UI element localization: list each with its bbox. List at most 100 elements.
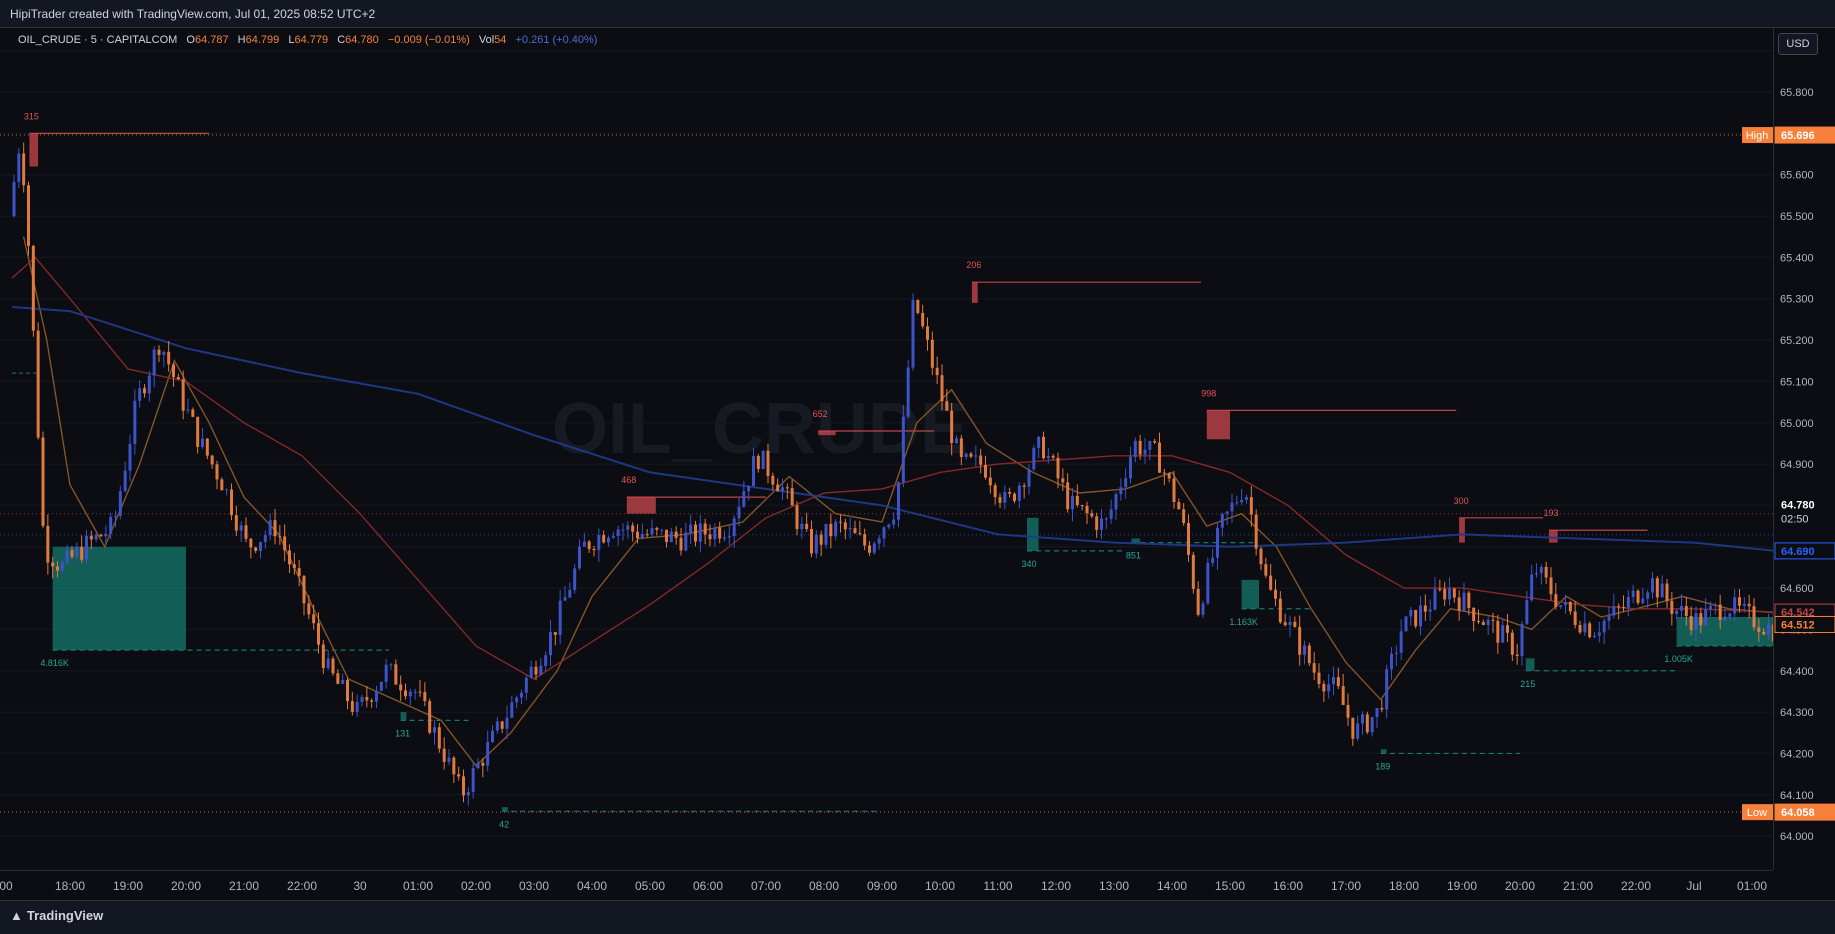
candle-body	[1303, 645, 1306, 655]
candle-body	[1037, 436, 1041, 448]
brand-name: TradingView	[26, 908, 104, 923]
price-axis[interactable]: 65.90065.80065.70065.60065.50065.40065.3…	[1773, 28, 1835, 870]
candle-body	[650, 527, 654, 535]
currency-button[interactable]: USD	[1778, 33, 1818, 55]
demand-zone-box	[1131, 538, 1141, 543]
supply-zone-box	[1206, 410, 1230, 440]
candle-body	[684, 532, 688, 551]
candle-body	[1278, 598, 1282, 623]
candle-body	[157, 349, 161, 355]
supply-zone-box	[1459, 517, 1465, 543]
candle-body	[65, 550, 69, 563]
candle-body	[1385, 669, 1389, 710]
candle-body	[176, 377, 180, 380]
candle-body	[853, 528, 857, 534]
legend-high: H64.799	[237, 34, 280, 46]
high-badge-text: 65.696	[1781, 130, 1815, 142]
candle-body	[457, 774, 461, 777]
candle-body	[89, 535, 93, 540]
zone-labels: 315 468 652 206 998 300 193 4.816K 131 42 340 851 1.…	[24, 111, 1693, 829]
candle-body	[544, 655, 548, 666]
candle-body	[602, 534, 606, 543]
demand-zone-label: 131	[395, 728, 410, 738]
demand-zone-label: 189	[1375, 761, 1390, 771]
candle-body	[491, 730, 494, 742]
candle-body	[408, 691, 412, 697]
candle-body	[1622, 607, 1625, 609]
candle-body	[1694, 613, 1698, 631]
demand-zone-label: 42	[499, 819, 509, 829]
candle-body	[399, 684, 403, 691]
candle-body	[568, 590, 572, 598]
price-tick-label: 65.800	[1780, 87, 1814, 99]
candle-body	[790, 488, 794, 506]
candle-body	[582, 541, 586, 547]
price-chart[interactable]: OIL_CRUDE 315 468 652 206 998 300 193 4.816K 131…	[0, 28, 1776, 870]
price-tick-label: 64.400	[1780, 666, 1814, 678]
high-tag	[1742, 127, 1773, 144]
candle-body	[56, 566, 59, 571]
candle-body	[1365, 714, 1369, 733]
candle-body	[321, 644, 325, 669]
candle-body	[31, 245, 35, 331]
symbol-legend: OIL_CRUDE · 5 · CAPITALCOM O64.787 H64.7…	[18, 34, 603, 46]
candle-body	[1230, 502, 1234, 512]
candle-body	[558, 600, 562, 635]
candle-body	[1356, 723, 1360, 739]
candle-body	[732, 518, 736, 537]
candle-body	[621, 529, 625, 531]
candle-body	[244, 525, 248, 539]
candle-body	[1752, 606, 1756, 628]
candle-body	[1341, 686, 1345, 705]
candles	[12, 142, 1775, 806]
candle-body	[1593, 635, 1596, 638]
demand-zone-label: 215	[1520, 679, 1535, 689]
supply-zone-label: 998	[1201, 388, 1216, 398]
candle-body	[814, 534, 818, 554]
candle-body	[1017, 485, 1021, 501]
candle-body	[834, 521, 838, 537]
candle-body	[1206, 562, 1210, 604]
tradingview-logo[interactable]: ▲ TradingView	[10, 908, 103, 923]
candle-body	[800, 523, 804, 530]
candle-body	[674, 531, 678, 538]
candle-body	[273, 520, 277, 537]
candle-body	[476, 762, 480, 769]
candle-body	[930, 339, 934, 368]
candle-body	[1539, 566, 1543, 574]
candle-body	[785, 487, 789, 489]
candle-body	[99, 534, 103, 537]
low-tag	[1742, 804, 1773, 821]
candle-body	[1071, 495, 1074, 510]
candle-body	[355, 701, 359, 712]
low-badge	[1774, 803, 1835, 821]
chart-area[interactable]: OIL_CRUDE 315 468 652 206 998 300 193 4.816K 131…	[0, 28, 1776, 870]
time-axis[interactable]: 18:00 19:00 20:00 21:00 22:00 30 01:00 02:00 03:…	[0, 870, 1773, 901]
candle-body	[292, 564, 296, 569]
candle-body	[1211, 557, 1215, 563]
candle-body	[1486, 619, 1490, 626]
candle-body	[1506, 625, 1509, 633]
candle-body	[892, 519, 896, 525]
candle-body	[1530, 574, 1534, 601]
candle-body	[22, 153, 26, 186]
candle-body	[1264, 564, 1268, 576]
candle-body	[1235, 502, 1239, 504]
candle-body	[1578, 624, 1582, 633]
candle-body	[718, 527, 722, 539]
candle-body	[80, 546, 84, 560]
candle-body	[708, 534, 712, 540]
candle-body	[906, 367, 910, 417]
candle-body	[1568, 601, 1572, 612]
candle-body	[1554, 594, 1558, 607]
candle-body	[1182, 509, 1186, 523]
candle-body	[1510, 632, 1514, 655]
price-tick-label: 65.400	[1780, 252, 1814, 264]
candle-body	[897, 482, 900, 520]
low-tag-text: Low	[1747, 807, 1767, 819]
candle-body	[1564, 601, 1567, 606]
time-axis-svg: 18:00 19:00 20:00 21:00 22:00 30 01:00 02:00 03:…	[0, 879, 1767, 893]
high-badge	[1774, 126, 1835, 144]
candle-body	[75, 546, 79, 557]
candle-body	[147, 375, 151, 394]
